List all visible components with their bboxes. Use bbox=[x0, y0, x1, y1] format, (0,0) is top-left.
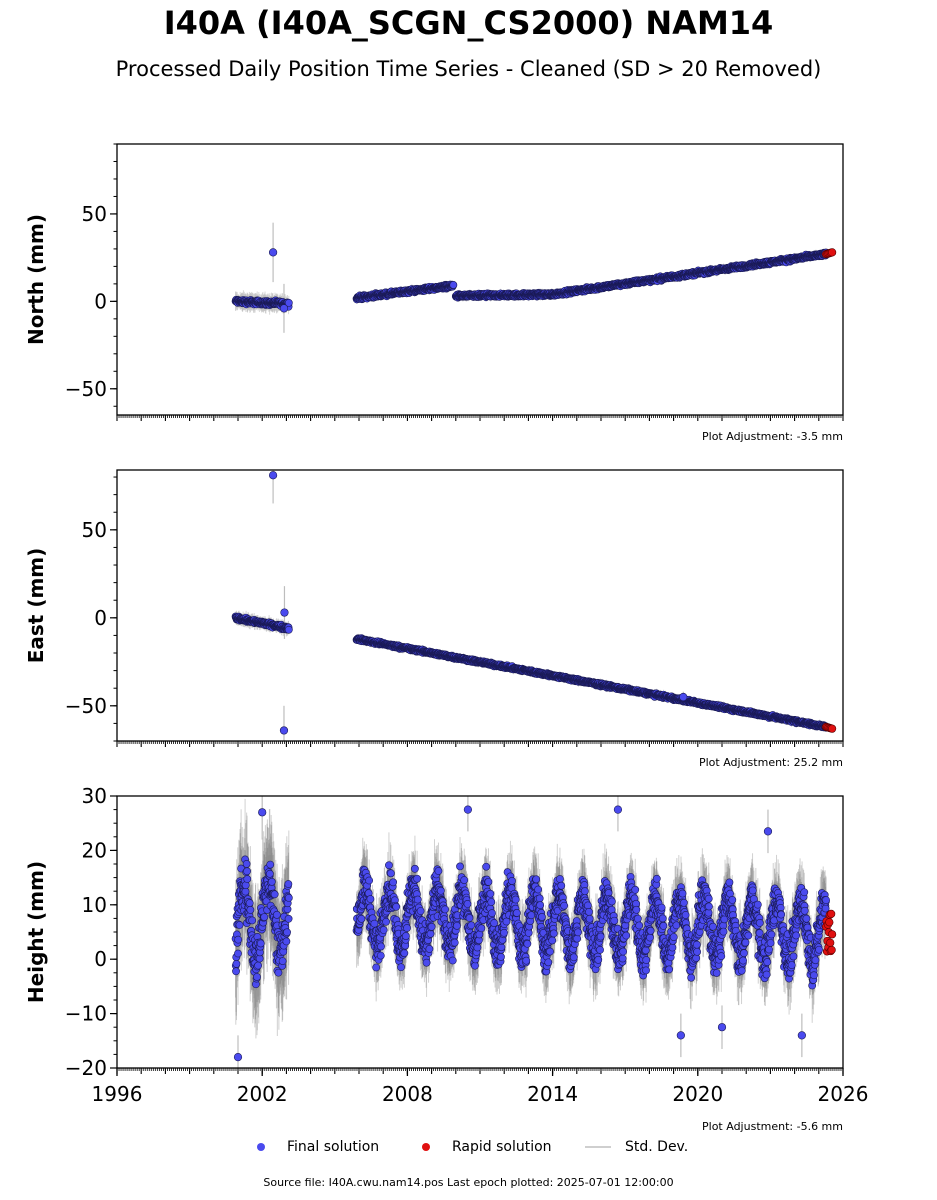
outlier-point bbox=[268, 248, 278, 257]
axes-frame-north bbox=[116, 143, 844, 416]
data-point bbox=[284, 298, 293, 307]
points-north bbox=[231, 248, 837, 313]
rapid-point bbox=[828, 248, 837, 257]
plot-area-north bbox=[231, 222, 837, 333]
chart-subtitle: Processed Daily Position Time Series - C… bbox=[115, 57, 822, 81]
charts-canvas: −50 0 50 North (mm) Plot Adjustment: -3.5 mm… bbox=[24, 143, 868, 1133]
data-point bbox=[449, 281, 458, 289]
y-tick-label: −50 bbox=[65, 377, 107, 401]
chart-title: I40A (I40A_SCGN_CS2000) NAM14 bbox=[163, 4, 774, 42]
plot-adjustment-north: Plot Adjustment: -3.5 mm bbox=[702, 430, 843, 443]
y-tick-label: 50 bbox=[82, 202, 107, 226]
y-tick-label: 0 bbox=[94, 289, 107, 313]
outlier-point bbox=[279, 304, 289, 313]
y-axis-label-north: North (mm) bbox=[24, 214, 48, 345]
plot-area-east bbox=[231, 470, 837, 741]
stddev-bars-north bbox=[235, 222, 827, 333]
